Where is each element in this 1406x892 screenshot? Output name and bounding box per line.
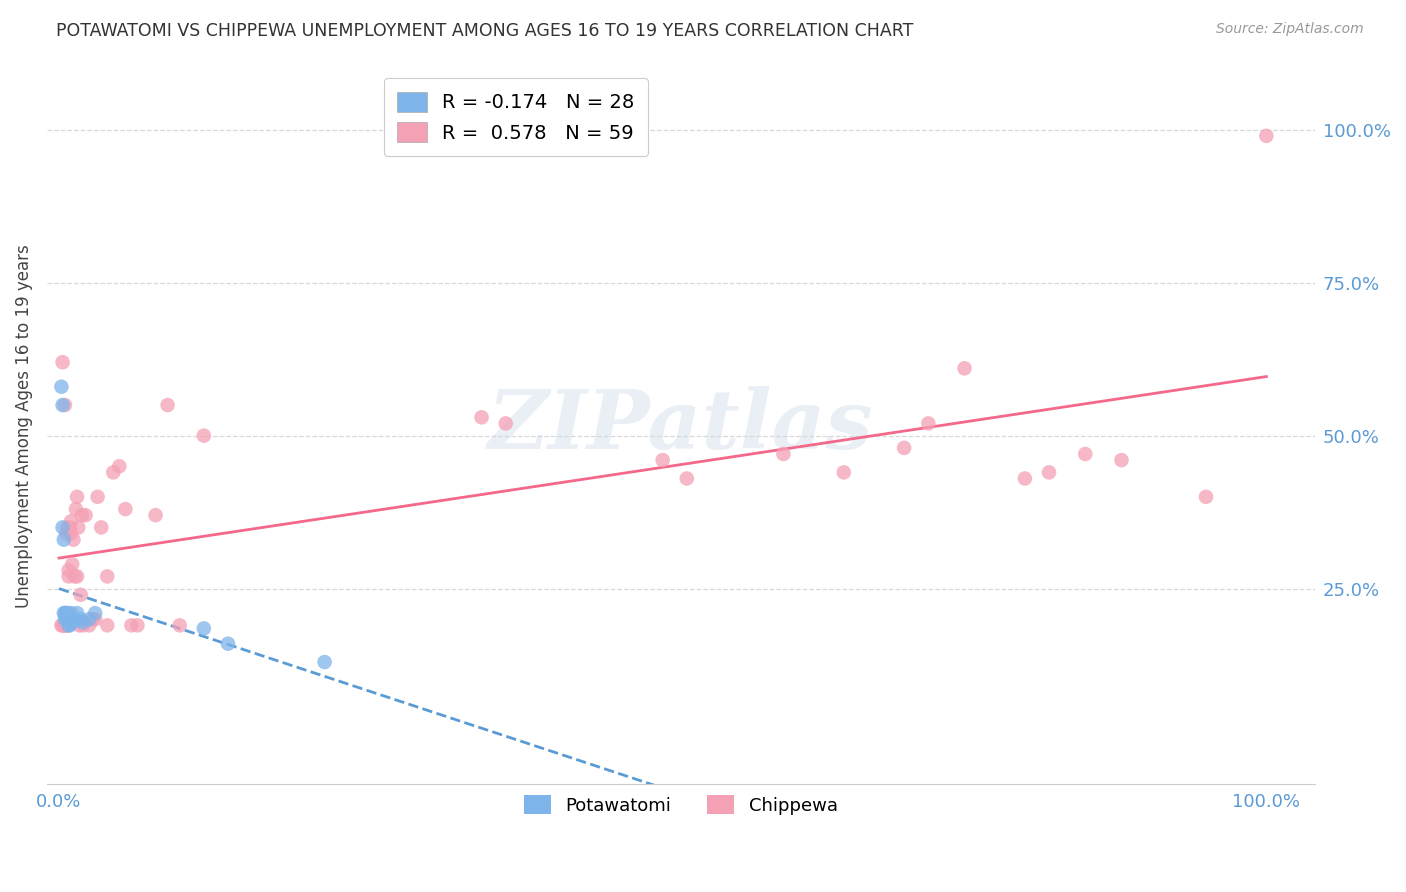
Point	[52, 533, 75, 547]
Point	[90, 520, 112, 534]
Point	[63, 612, 86, 626]
Point	[917, 417, 939, 431]
Point	[96, 618, 118, 632]
Point	[1014, 471, 1036, 485]
Point	[108, 459, 131, 474]
Point	[52, 606, 75, 620]
Point	[51, 380, 73, 394]
Point	[59, 612, 82, 626]
Point	[471, 410, 494, 425]
Point	[169, 618, 191, 632]
Y-axis label: Unemployment Among Ages 16 to 19 years: Unemployment Among Ages 16 to 19 years	[15, 244, 32, 608]
Point	[55, 606, 77, 620]
Point	[75, 508, 97, 523]
Point	[55, 618, 77, 632]
Point	[59, 618, 82, 632]
Point	[72, 618, 94, 632]
Point	[84, 606, 107, 620]
Point	[193, 621, 215, 635]
Point	[51, 618, 73, 632]
Point	[77, 612, 100, 626]
Point	[60, 612, 83, 626]
Point	[52, 618, 75, 632]
Point	[58, 612, 80, 626]
Point	[63, 569, 86, 583]
Point	[52, 355, 75, 369]
Point	[66, 490, 89, 504]
Point	[53, 398, 76, 412]
Point	[832, 466, 855, 480]
Point	[56, 606, 79, 620]
Point	[60, 606, 83, 620]
Point	[145, 508, 167, 523]
Point	[56, 618, 79, 632]
Point	[53, 612, 76, 626]
Point	[86, 490, 108, 504]
Point	[1074, 447, 1097, 461]
Point	[217, 637, 239, 651]
Text: ZIPatlas: ZIPatlas	[488, 386, 873, 467]
Point	[1038, 466, 1060, 480]
Point	[56, 612, 79, 626]
Point	[53, 606, 76, 620]
Point	[60, 557, 83, 571]
Point	[52, 398, 75, 412]
Point	[1195, 490, 1218, 504]
Point	[70, 508, 93, 523]
Point	[60, 514, 83, 528]
Point	[96, 569, 118, 583]
Point	[58, 618, 80, 632]
Point	[1111, 453, 1133, 467]
Point	[58, 569, 80, 583]
Point	[651, 453, 673, 467]
Point	[772, 447, 794, 461]
Point	[62, 612, 84, 626]
Point	[56, 520, 79, 534]
Point	[69, 618, 91, 632]
Point	[675, 471, 697, 485]
Point	[65, 502, 87, 516]
Point	[156, 398, 179, 412]
Text: Source: ZipAtlas.com: Source: ZipAtlas.com	[1216, 22, 1364, 37]
Point	[60, 615, 83, 630]
Point	[77, 618, 100, 632]
Point	[52, 618, 75, 632]
Point	[59, 520, 82, 534]
Point	[66, 606, 89, 620]
Point	[314, 655, 336, 669]
Point	[127, 618, 149, 632]
Point	[53, 618, 76, 632]
Point	[893, 441, 915, 455]
Point	[62, 533, 84, 547]
Point	[120, 618, 142, 632]
Point	[103, 466, 125, 480]
Point	[69, 612, 91, 626]
Point	[69, 588, 91, 602]
Point	[495, 417, 517, 431]
Point	[67, 520, 90, 534]
Point	[84, 612, 107, 626]
Point	[52, 520, 75, 534]
Point	[60, 526, 83, 541]
Point	[82, 612, 104, 626]
Legend: Potawatomi, Chippewa: Potawatomi, Chippewa	[513, 784, 849, 825]
Point	[58, 563, 80, 577]
Point	[66, 569, 89, 583]
Text: POTAWATOMI VS CHIPPEWA UNEMPLOYMENT AMONG AGES 16 TO 19 YEARS CORRELATION CHART: POTAWATOMI VS CHIPPEWA UNEMPLOYMENT AMON…	[56, 22, 914, 40]
Point	[55, 526, 77, 541]
Point	[193, 428, 215, 442]
Point	[52, 618, 75, 632]
Point	[114, 502, 136, 516]
Point	[55, 612, 77, 626]
Point	[72, 615, 94, 630]
Point	[953, 361, 976, 376]
Point	[1256, 128, 1278, 143]
